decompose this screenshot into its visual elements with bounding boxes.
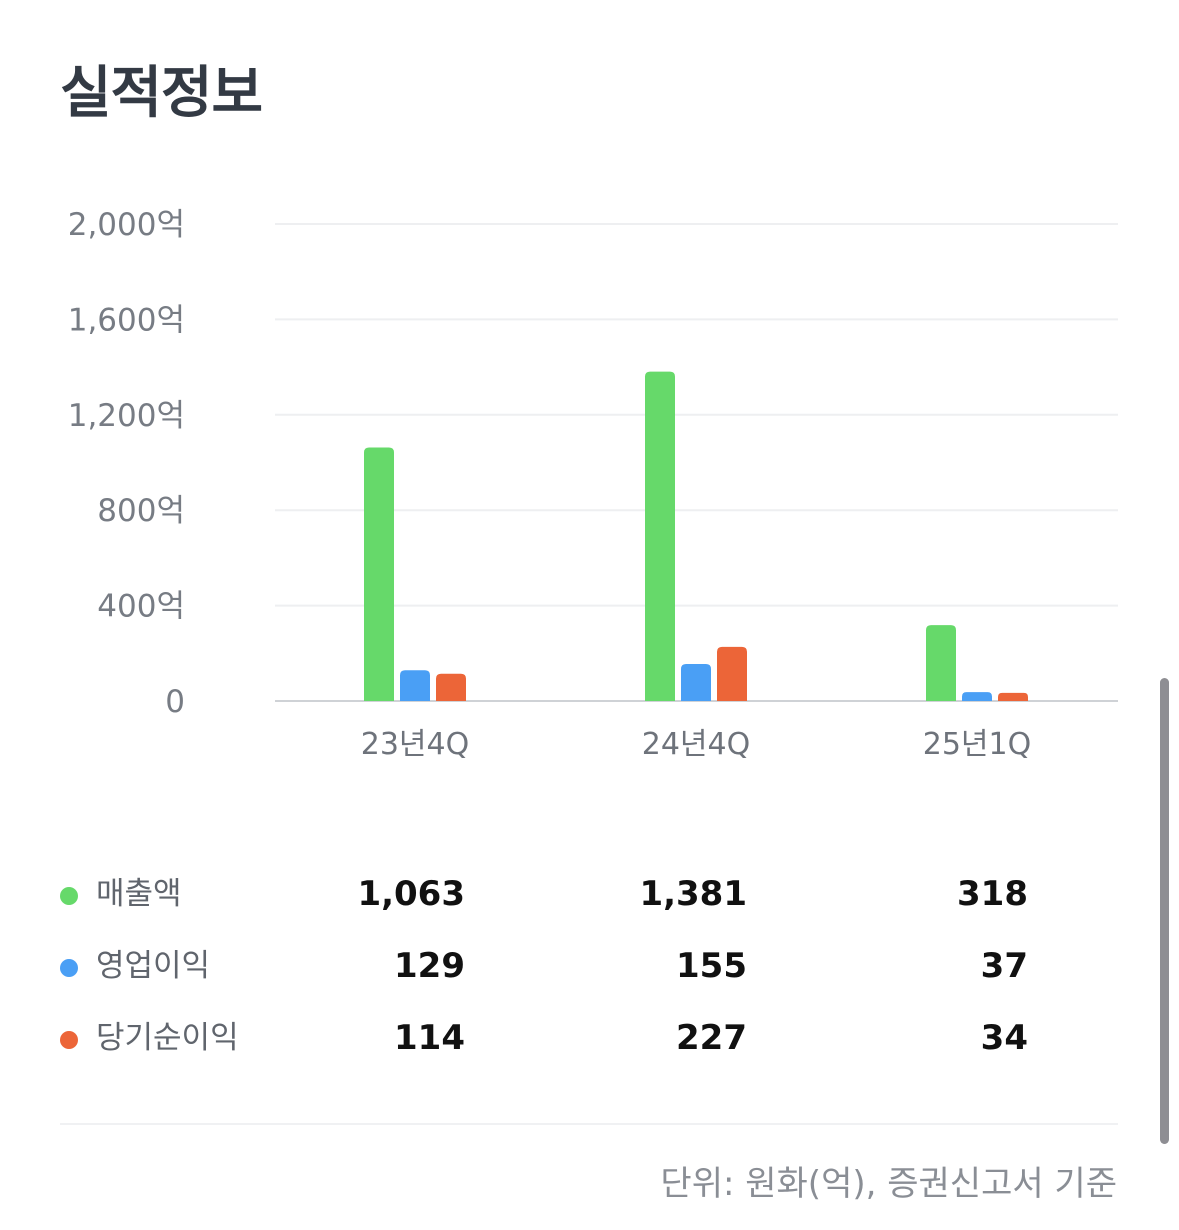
bar-operating-profit[interactable] <box>681 664 711 701</box>
series-label: 당기순이익 <box>96 1020 239 1056</box>
bar-sales[interactable] <box>364 447 394 701</box>
table-cell: 37 <box>980 946 1028 986</box>
bar-net-income[interactable] <box>717 646 747 701</box>
series-label: 영업이익 <box>96 948 211 984</box>
table-cell: 1,381 <box>639 874 747 914</box>
table-cell: 129 <box>394 946 465 986</box>
performance-bar-chart: 0 400억 800억 1,200억 1,600억 2,000억 23년4Q 24년4Q 25… <box>68 207 1118 762</box>
y-tick-label: 1,200억 <box>68 398 185 434</box>
scrollbar[interactable] <box>1160 678 1169 1144</box>
table-cell: 318 <box>957 874 1028 914</box>
table-row: 영업이익 129 155 37 <box>60 934 1120 1006</box>
x-tick-label: 25년1Q <box>923 727 1031 762</box>
x-tick-label: 24년4Q <box>642 727 750 762</box>
table-cell: 155 <box>676 946 747 986</box>
x-tick-label: 23년4Q <box>361 727 469 762</box>
y-tick-label: 2,000억 <box>68 207 185 243</box>
bar-operating-profit[interactable] <box>400 670 430 701</box>
y-tick-label: 0 <box>165 684 185 720</box>
table-row: 매출액 1,063 1,381 318 <box>60 862 1120 934</box>
legend-dot-icon <box>60 887 78 905</box>
y-tick-label: 800억 <box>97 493 185 529</box>
legend-dot-icon <box>60 959 78 977</box>
table-cell: 227 <box>676 1018 747 1058</box>
page-title: 실적정보 <box>60 61 263 126</box>
bar-sales[interactable] <box>645 371 675 701</box>
chart-gridlines <box>275 223 1118 702</box>
bar-operating-profit[interactable] <box>962 692 992 701</box>
table-cell: 114 <box>394 1018 465 1058</box>
table-cell: 34 <box>980 1018 1028 1058</box>
y-tick-label: 400억 <box>97 589 185 625</box>
divider <box>60 1123 1118 1125</box>
y-axis-ticks: 0 400억 800억 1,200억 1,600억 2,000억 <box>68 207 185 720</box>
table-cell: 1,063 <box>357 874 465 914</box>
unit-footnote: 단위: 원화(억), 증권신고서 기준 <box>660 1164 1117 1204</box>
performance-table: 매출액 1,063 1,381 318 영업이익 129 155 37 당기순이익 114 227 3… <box>60 862 1120 1078</box>
series-label: 매출액 <box>96 876 182 912</box>
bar-sales[interactable] <box>926 625 956 701</box>
table-row: 당기순이익 114 227 34 <box>60 1006 1120 1078</box>
y-tick-label: 1,600억 <box>68 302 185 338</box>
bar-net-income[interactable] <box>436 673 466 701</box>
chart-bars <box>364 371 1028 701</box>
x-axis-ticks: 23년4Q 24년4Q 25년1Q <box>361 727 1031 762</box>
bar-net-income[interactable] <box>998 692 1028 701</box>
legend-dot-icon <box>60 1031 78 1049</box>
